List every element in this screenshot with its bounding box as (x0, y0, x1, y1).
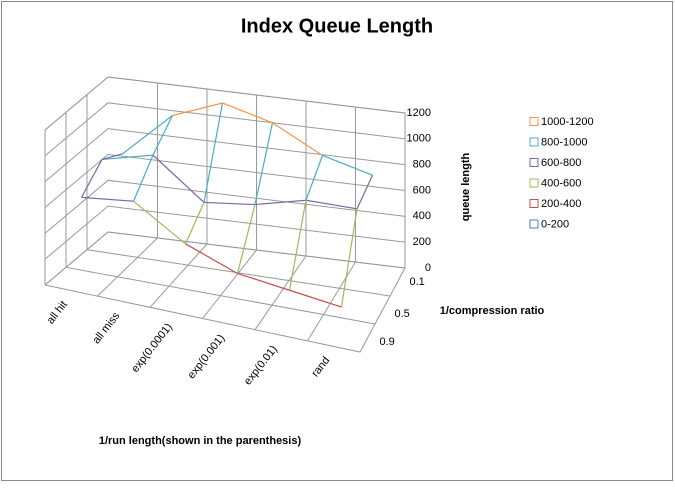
x-axis-title: 1/run length(shown in the parenthesis) (99, 435, 302, 447)
z-tick-label: 800 (413, 159, 431, 171)
z-tick-label: 400 (413, 210, 431, 222)
z-tick-label: 600 (413, 184, 431, 196)
chart-title: Index Queue Length (241, 15, 433, 37)
legend-label: 0-200 (541, 218, 569, 230)
z-tick-label: 0 (425, 262, 431, 274)
surface-edge (272, 122, 323, 156)
legend-label: 800-1000 (541, 136, 588, 148)
depth-tick-label: 0.5 (395, 308, 410, 320)
surface-edge (101, 154, 154, 161)
surface-edge (203, 201, 256, 206)
surface-edge (254, 122, 274, 205)
surface-edge (236, 204, 256, 274)
surface-edge (289, 289, 342, 308)
surface-edge (305, 155, 324, 201)
surface-edge (356, 174, 374, 210)
surface-edge (172, 102, 223, 117)
legend-swatch (529, 137, 539, 147)
depth-tick-label: 0.1 (410, 276, 425, 288)
legend-swatch (529, 158, 539, 167)
surface-edge (237, 272, 290, 291)
surface-edge (203, 102, 224, 203)
surface-edge (254, 199, 307, 206)
legend-label: 400-600 (541, 177, 581, 189)
surface-edge (288, 200, 307, 291)
legend-label: 1000-1200 (541, 116, 594, 128)
legend-label: 200-400 (541, 198, 581, 210)
depth-tick-label: 0.9 (380, 336, 395, 348)
legend-label: 600-800 (541, 157, 581, 169)
surface-edge (322, 154, 373, 176)
surface-edge (184, 202, 205, 245)
surface-edge (80, 159, 103, 198)
surface-edge (305, 199, 358, 210)
z-axis-title: queue length (460, 153, 472, 222)
legend-swatch (529, 199, 539, 208)
surface-edge (152, 154, 205, 203)
legend-swatch (529, 178, 539, 188)
surface-edge (152, 115, 174, 156)
surface-edge (340, 208, 358, 308)
surface-edge (132, 154, 154, 202)
depth-grid (86, 94, 391, 297)
z-tick-label: 200 (413, 236, 431, 248)
surface-edge (122, 115, 173, 155)
surface-edge (222, 102, 273, 124)
legend-swatch (529, 219, 539, 229)
z-tick-label: 1000 (407, 133, 431, 145)
surface-edge (81, 196, 134, 202)
depth-grid (65, 112, 376, 325)
legend-swatch (529, 117, 539, 126)
surface-edge (185, 243, 238, 275)
z-tick-label: 1200 (407, 107, 431, 119)
surface-edge (133, 200, 186, 245)
chart-frame (1, 1, 673, 481)
surface-edge (101, 153, 123, 161)
depth-axis-title: 1/compression ratio (440, 305, 545, 317)
